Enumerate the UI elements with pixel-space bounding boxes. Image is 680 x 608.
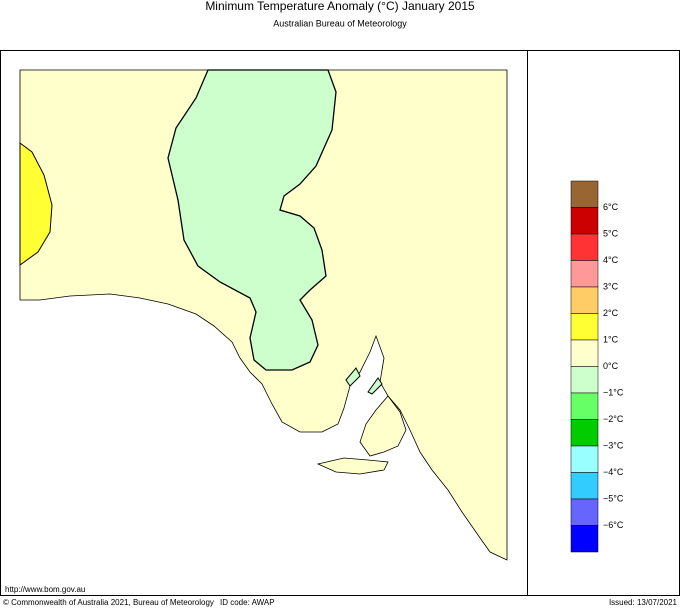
green-anomaly [167,69,337,371]
footer-id: ID code: AWAP [220,598,275,607]
legend-swatch [570,207,599,235]
legend-swatch [570,498,599,526]
legend-swatch [570,525,599,553]
map [19,69,508,561]
legend-swatch [570,445,599,473]
subtitle: Australian Bureau of Meteorology [273,18,407,28]
legend-label: −4°C [603,467,624,477]
legend-swatch [570,313,599,341]
legend-label: 4°C [603,255,619,265]
legend-label: 2°C [603,308,619,318]
legend-label: −3°C [603,440,624,450]
yorke-peninsula [359,395,407,457]
legend-label: −5°C [603,493,624,503]
yorke-green [345,367,361,387]
legend-swatch [570,392,599,420]
legend-label: 1°C [603,334,619,344]
legend-label: 0°C [603,361,619,371]
footer-url: http://www.bom.gov.au [5,585,85,594]
legend-label: −2°C [603,414,624,424]
legend-swatch [570,233,599,261]
footer-issued: Issued: 13/07/2021 [609,598,678,607]
legend-label: 3°C [603,281,619,291]
legend-label: 5°C [603,228,619,238]
legend: 6°C 5°C 4°C 3°C 2°C 1°C 0°C −1°C −2°C −3°C −4°C −5°… [570,180,624,553]
legend-swatch [570,472,599,500]
yellow-anomaly [19,142,53,266]
gulf-green [367,377,383,395]
legend-label: −1°C [603,387,624,397]
kangaroo-island [316,457,389,475]
legend-swatch [570,419,599,447]
footer-copyright: © Commonwealth of Australia 2021, Bureau… [3,598,214,607]
legend-swatch [570,339,599,367]
legend-label: 6°C [603,202,619,212]
legend-swatch [570,366,599,394]
legend-swatch [570,260,599,288]
legend-swatch [570,180,599,208]
legend-swatch [570,286,599,314]
title: Minimum Temperature Anomaly (°C) January… [205,0,475,13]
legend-label: −6°C [603,520,624,530]
